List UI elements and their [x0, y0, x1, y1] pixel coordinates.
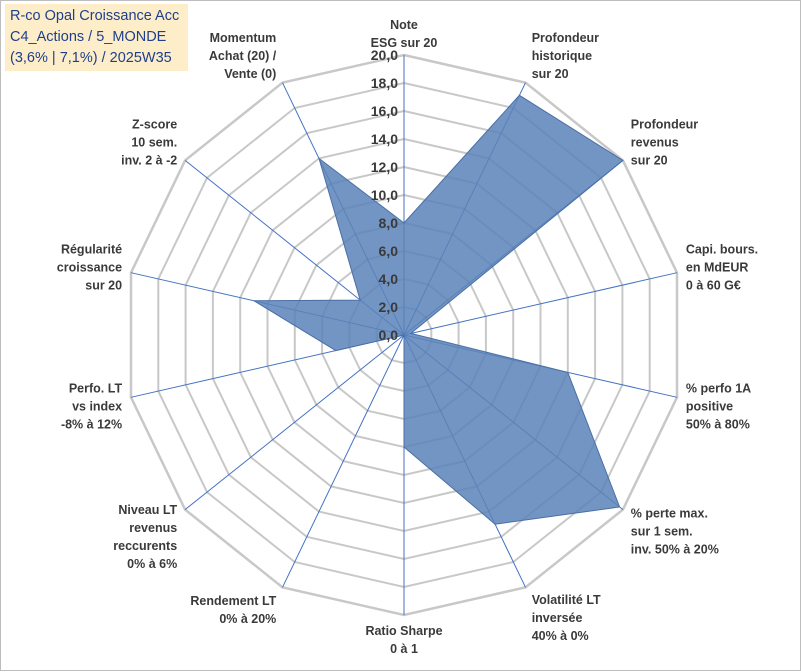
axis-label-line: -8% à 12%: [61, 417, 122, 431]
axis-label-line: inv. 2 à -2: [121, 154, 177, 168]
tick-label: 10,0: [371, 187, 398, 203]
axis-label-line: inversée: [532, 611, 583, 625]
title-line-stats: (3,6% | 7,1%) / 2025W35: [10, 50, 172, 66]
axis-label: Capi. bours. en MdEUR 0 à 60 G€: [686, 243, 758, 293]
axis-label-line: sur 20: [631, 154, 668, 168]
axis-label: Rendement LT 0% à 20%: [190, 594, 276, 626]
tick-label: 20,0: [371, 47, 398, 63]
axis-label-line: historique: [532, 49, 592, 63]
axis-label-line: 0% à 6%: [127, 557, 177, 571]
axis-label: % perfo 1A positive 50% à 80%: [686, 381, 751, 431]
axis-label-line: reccurents: [113, 539, 177, 553]
tick-label: 14,0: [371, 131, 398, 147]
axis-label-line: Régularité: [61, 243, 122, 257]
axis-label-line: % perfo 1A: [686, 381, 751, 395]
radial-axis-line: [184, 334, 405, 510]
axis-label-line: revenus: [631, 136, 679, 150]
radial-axis-line: [282, 334, 405, 588]
axis-label: % perte max. sur 1 sem. inv. 50% à 20%: [631, 507, 719, 557]
axis-label: Régularité croissance sur 20: [57, 243, 122, 293]
axis-label: Momentum Achat (20) / Vente (0): [209, 31, 277, 81]
axis-label: Volatilité LT inversée 40% à 0%: [532, 593, 601, 643]
axis-label: Perfo. LT vs index -8% à 12%: [61, 381, 123, 431]
axis-label-line: revenus: [129, 521, 177, 535]
axis-label-line: sur 20: [85, 279, 122, 293]
axis-label-line: croissance: [57, 261, 122, 275]
axis-label-line: Vente (0): [224, 67, 276, 81]
axis-label: Z-score 10 sem. inv. 2 à -2: [121, 118, 177, 168]
axis-label-line: Momentum: [210, 31, 277, 45]
axis-label: Ratio Sharpe 0 à 1: [365, 624, 442, 656]
tick-label: 8,0: [379, 215, 399, 231]
tick-label: 4,0: [379, 271, 399, 287]
radial-axis-line: [403, 272, 678, 336]
axis-label-line: sur 20: [532, 67, 569, 81]
axis-label-line: ESG sur 20: [371, 36, 438, 50]
axis-label-line: Ratio Sharpe: [365, 624, 442, 638]
chart-title-box: R-co Opal Croissance Acc C4_Actions / 5_…: [5, 4, 188, 71]
axis-label-line: 40% à 0%: [532, 629, 589, 643]
data-series-area: [252, 94, 624, 525]
axis-label: Note ESG sur 20: [371, 18, 438, 50]
axis-label-line: 0 à 1: [390, 642, 418, 656]
axis-label-line: Z-score: [132, 118, 177, 132]
tick-label: 6,0: [379, 243, 399, 259]
axis-label: Profondeur revenus sur 20: [631, 118, 698, 168]
axis-label-line: Capi. bours.: [686, 243, 758, 257]
axis-label-line: % perte max.: [631, 507, 708, 521]
title-line-category: C4_Actions / 5_MONDE: [10, 29, 167, 45]
axis-label-line: vs index: [72, 399, 122, 413]
tick-label: 2,0: [379, 299, 399, 315]
axis-label: Niveau LT revenus reccurents 0% à 6%: [113, 503, 177, 571]
axis-label-line: Profondeur: [631, 118, 698, 132]
axis-label-line: Note: [390, 18, 418, 32]
axis-label-line: 50% à 80%: [686, 417, 750, 431]
axis-label-line: positive: [686, 399, 733, 413]
axis-label-line: Profondeur: [532, 31, 599, 45]
axis-label-line: inv. 50% à 20%: [631, 543, 719, 557]
axis-label-line: Volatilité LT: [532, 593, 601, 607]
axis-label-line: sur 1 sem.: [631, 525, 693, 539]
title-line-fund-name: R-co Opal Croissance Acc: [10, 8, 180, 24]
axis-label-line: Achat (20) /: [209, 49, 277, 63]
tick-label: 16,0: [371, 103, 398, 119]
axis-label-line: Niveau LT: [118, 503, 177, 517]
axis-label-line: 0 à 60 G€: [686, 279, 741, 293]
axis-label: Profondeur historique sur 20: [532, 31, 599, 81]
axis-label-line: 0% à 20%: [219, 612, 276, 626]
axis-label-line: Rendement LT: [190, 594, 276, 608]
tick-label: 18,0: [371, 75, 398, 91]
tick-label: 0,0: [379, 327, 399, 343]
axis-label-line: en MdEUR: [686, 261, 749, 275]
axis-label-line: Perfo. LT: [69, 381, 123, 395]
tick-label: 12,0: [371, 159, 398, 175]
axis-label-line: 10 sem.: [131, 136, 177, 150]
